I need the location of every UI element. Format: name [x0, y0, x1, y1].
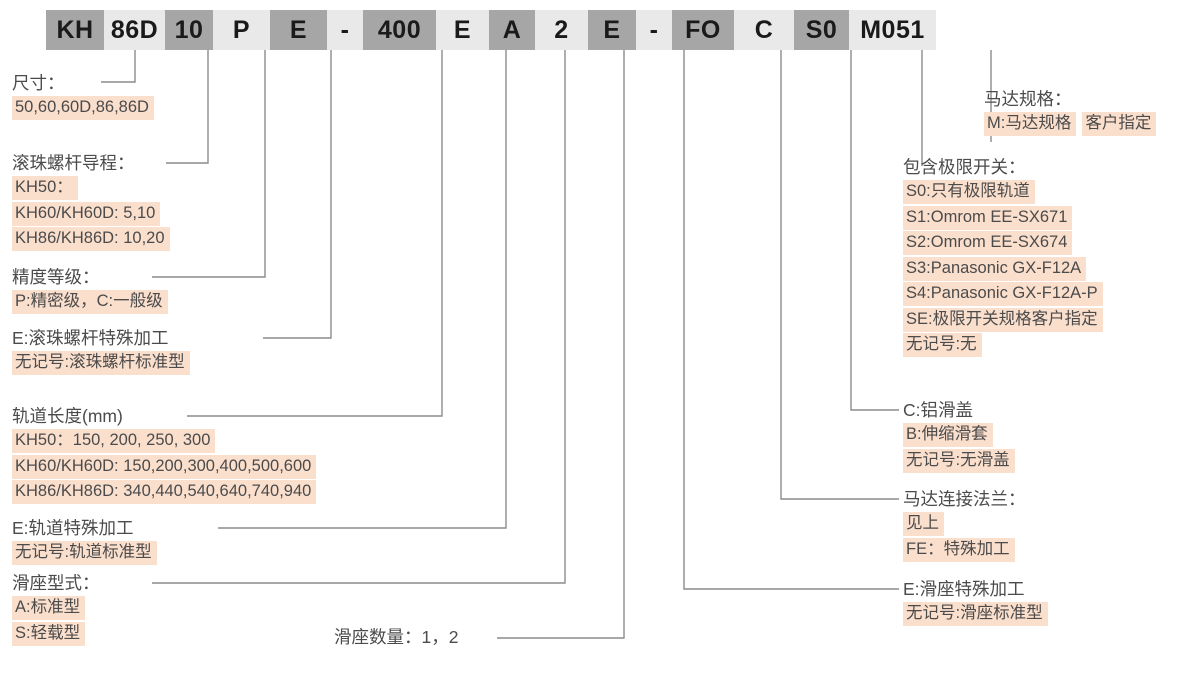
annotation-limit-switch-row-2: S2:Omrom EE-SX674	[903, 231, 1073, 255]
annotation-size-title: 尺寸：	[12, 73, 65, 93]
annotation-limit-switch-row-0: S0:只有极限轨道	[903, 180, 1035, 204]
annotation-size-rows: 50,60,60D,86,86D	[12, 96, 154, 120]
annotation-limit-switch-row-6: 无记号:无	[903, 333, 982, 357]
annotation-slider-type: 滑座型式： A:标准型 S:轻载型	[12, 572, 100, 647]
annotation-accuracy-grade-row-0: P:精密级，C:一般级	[12, 290, 168, 314]
annotation-ball-screw-lead-row-0: KH50：	[12, 176, 78, 200]
annotation-slider-type-rows: A:标准型 S:轻载型	[12, 596, 100, 646]
annotation-accuracy-grade: 精度等级： P:精密级，C:一般级	[12, 266, 168, 314]
annotation-motor-flange-title: 马达连接法兰：	[903, 489, 1026, 509]
annotation-screw-special: E:滚珠螺杆特殊加工 无记号:滚珠螺杆标准型	[12, 327, 190, 375]
annotation-cover-rows: B:伸缩滑套 无记号:无滑盖	[903, 423, 1015, 473]
code-cell-cover[interactable]: C	[734, 10, 794, 50]
leader-slider-type	[152, 50, 566, 584]
leader-rail-length	[187, 50, 443, 417]
code-cell-motor-spec[interactable]: M051	[849, 10, 936, 50]
annotation-rail-length-rows: KH50：150, 200, 250, 300 KH60/KH60D: 150,…	[12, 429, 317, 504]
annotation-screw-special-title: E:滚珠螺杆特殊加工	[12, 328, 169, 348]
leader-slider-special	[683, 50, 899, 590]
annotation-rail-length-row-1: KH60/KH60D: 150,200,300,400,500,600	[12, 454, 317, 479]
annotation-ball-screw-lead: 滚珠螺杆导程： KH50： KH60/KH60D: 5,10 KH86/KH86…	[12, 152, 170, 253]
annotation-slider-type-row-0: A:标准型	[12, 596, 86, 620]
annotation-ball-screw-lead-rows: KH50： KH60/KH60D: 5,10 KH86/KH86D: 10,20	[12, 176, 170, 251]
code-cell-slider-special[interactable]: E	[588, 10, 636, 50]
code-cell-lead[interactable]: 10	[165, 10, 213, 50]
annotation-cover-row-0: B:伸缩滑套	[903, 423, 993, 447]
annotation-ball-screw-lead-row-2: KH86/KH86D: 10,20	[12, 227, 170, 251]
annotation-slider-special-row-0: 无记号:滑座标准型	[903, 602, 1048, 626]
annotation-rail-special-title: E:轨道特殊加工	[12, 518, 134, 538]
code-cell-rail-special[interactable]: E	[436, 10, 489, 50]
annotation-slider-special-title: E:滑座特殊加工	[903, 579, 1025, 599]
annotation-size-row-0: 50,60,60D,86,86D	[12, 96, 154, 120]
annotation-limit-switch-row-3: S3:Panasonic GX-F12A	[903, 256, 1087, 281]
annotation-accuracy-grade-rows: P:精密级，C:一般级	[12, 290, 168, 314]
leader-accuracy	[152, 50, 266, 278]
annotation-limit-switch-row-4: S4:Panasonic GX-F12A-P	[903, 282, 1103, 306]
leader-lead	[166, 50, 209, 164]
code-cell-screw-special[interactable]: E	[270, 10, 327, 50]
code-cell-rail-length[interactable]: 400	[363, 10, 436, 50]
annotation-rail-length: 轨道长度(mm) KH50：150, 200, 250, 300 KH60/KH…	[12, 405, 317, 506]
code-cell-slider-count[interactable]: 2	[535, 10, 588, 50]
annotation-limit-switch-title: 包含极限开关：	[903, 157, 1026, 177]
annotation-motor-flange-row-0: 见上	[903, 512, 944, 536]
annotation-motor-spec: 马达规格： M:马达规格 客户指定	[984, 88, 1162, 136]
annotation-screw-special-rows: 无记号:滚珠螺杆标准型	[12, 351, 190, 375]
annotation-screw-special-row-0: 无记号:滚珠螺杆标准型	[12, 351, 190, 375]
annotation-cover-title: C:铝滑盖	[903, 400, 973, 420]
annotation-motor-flange: 马达连接法兰： 见上 FE：特殊加工	[903, 488, 1026, 563]
annotation-motor-spec-row-1: 客户指定	[1082, 112, 1157, 136]
annotation-slider-type-title: 滑座型式：	[12, 573, 100, 593]
leader-rail-special	[218, 50, 507, 529]
part-number-code-row: KH 86D 10 P E - 400 E A 2 E - FO C S0 M0…	[46, 10, 936, 50]
annotation-limit-switch: 包含极限开关： S0:只有极限轨道 S1:Omrom EE-SX671 S2:O…	[903, 156, 1103, 359]
annotation-slider-special: E:滑座特殊加工 无记号:滑座标准型	[903, 578, 1048, 626]
leader-motor-flange	[780, 50, 899, 500]
leader-slider-count	[497, 50, 625, 639]
annotation-rail-special-row-0: 无记号:轨道标准型	[12, 541, 157, 565]
annotation-cover-row-1: 无记号:无滑盖	[903, 448, 1015, 473]
leader-cover	[850, 50, 899, 411]
code-cell-accuracy[interactable]: P	[213, 10, 270, 50]
annotation-limit-switch-row-1: S1:Omrom EE-SX671	[903, 205, 1073, 230]
code-cell-separator-2: -	[636, 10, 672, 50]
annotation-cover: C:铝滑盖 B:伸缩滑套 无记号:无滑盖	[903, 399, 1015, 474]
annotation-size: 尺寸： 50,60,60D,86,86D	[12, 72, 154, 120]
annotation-rail-length-title: 轨道长度(mm)	[12, 406, 123, 426]
annotation-motor-spec-rows: M:马达规格 客户指定	[984, 112, 1162, 136]
annotation-limit-switch-row-5: SE:极限开关规格客户指定	[903, 307, 1103, 332]
annotation-accuracy-grade-title: 精度等级：	[12, 267, 100, 287]
code-cell-size[interactable]: 86D	[104, 10, 165, 50]
code-cell-series[interactable]: KH	[46, 10, 104, 50]
annotation-motor-spec-row-0: M:马达规格	[984, 112, 1077, 136]
annotation-rail-length-row-2: KH86/KH86D: 340,440,540,640,740,940	[12, 480, 317, 504]
code-cell-limit-switch[interactable]: S0	[794, 10, 849, 50]
code-cell-motor-flange[interactable]: FO	[672, 10, 734, 50]
annotation-motor-flange-row-1: FE：特殊加工	[903, 537, 1015, 562]
annotation-slider-count-title: 滑座数量：1，2	[334, 627, 459, 647]
code-cell-slider-type[interactable]: A	[489, 10, 535, 50]
annotation-rail-length-row-0: KH50：150, 200, 250, 300	[12, 429, 216, 453]
annotation-slider-special-rows: 无记号:滑座标准型	[903, 602, 1048, 626]
annotation-rail-special-rows: 无记号:轨道标准型	[12, 541, 157, 565]
annotation-ball-screw-lead-title: 滚珠螺杆导程：	[12, 153, 135, 173]
annotation-ball-screw-lead-row-1: KH60/KH60D: 5,10	[12, 201, 161, 226]
code-cell-separator-1: -	[327, 10, 363, 50]
annotation-slider-count: 滑座数量：1，2	[334, 626, 458, 649]
leader-size	[101, 50, 136, 83]
annotation-motor-spec-title: 马达规格：	[984, 89, 1072, 109]
leader-screw-special	[263, 50, 332, 339]
annotation-rail-special: E:轨道特殊加工 无记号:轨道标准型	[12, 517, 157, 565]
annotation-slider-type-row-1: S:轻载型	[12, 621, 86, 646]
annotation-motor-flange-rows: 见上 FE：特殊加工	[903, 512, 1026, 562]
annotation-limit-switch-rows: S0:只有极限轨道 S1:Omrom EE-SX671 S2:Omrom EE-…	[903, 180, 1103, 357]
